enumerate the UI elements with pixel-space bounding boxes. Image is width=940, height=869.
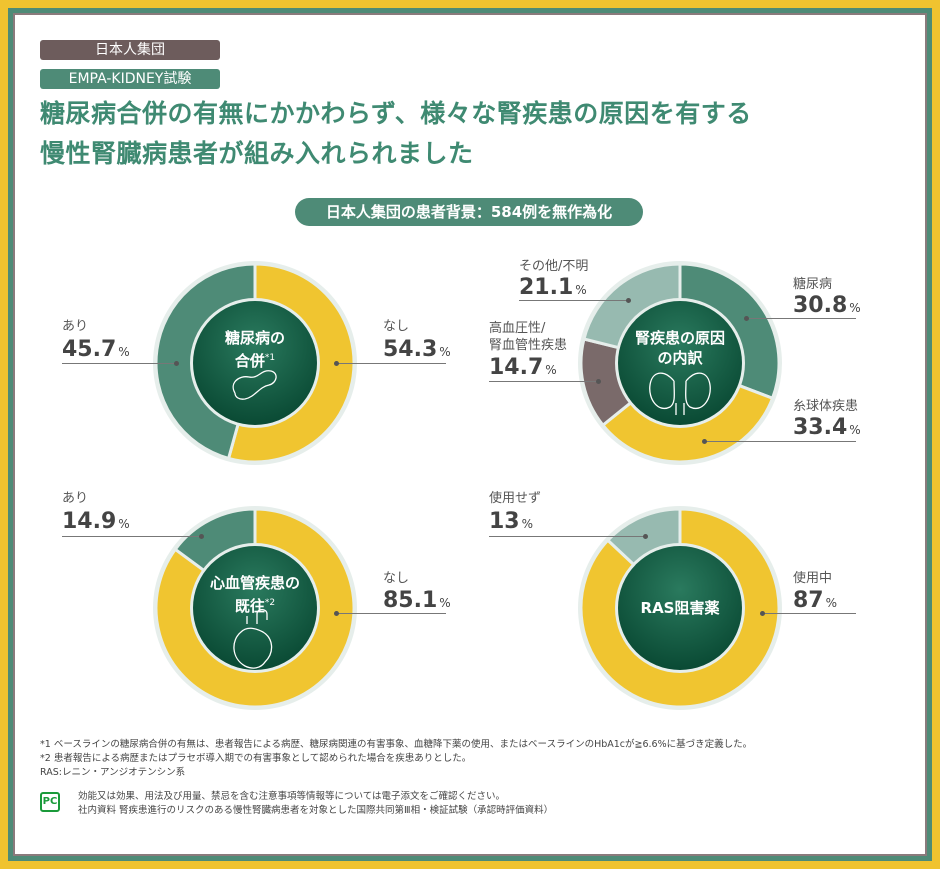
title-line-1: 糖尿病合併の有無にかかわらず、様々な腎疾患の原因を有する (40, 99, 752, 128)
value-other: 21.1% (519, 275, 587, 300)
center-disc (618, 301, 742, 425)
page-title: 糖尿病合併の有無にかかわらず、様々な腎疾患の原因を有する 慢性腎臓病患者が組み入れ… (40, 94, 752, 174)
leader-line (334, 611, 446, 616)
label-nashi: なし (383, 571, 410, 586)
center-line: 合併*1 (234, 352, 276, 370)
page (15, 15, 925, 854)
label-hypertension: 高血圧性/腎血管性疾患 (489, 321, 568, 353)
population-tag: 日本人集団 (40, 40, 220, 60)
value-ari: 14.9% (62, 509, 130, 534)
center-line: 糖尿病の (224, 329, 285, 347)
leader-line (62, 361, 179, 366)
chart3-center-title: 心血管疾患の 既往*2 (190, 573, 320, 616)
footnotes: *1 ベースラインの糖尿病合併の有無は、患者報告による病歴、糖尿病関連の有害事象… (40, 738, 752, 780)
pancreas-icon (232, 370, 277, 400)
trial-tag: EMPA-KIDNEY試験 (40, 69, 220, 89)
disclaimer-line: 効能又は効果、用法及び用量、禁忌を含む注意事項等情報等については電子添文をご確認… (78, 791, 506, 802)
center-line: 腎疾患の原因 (634, 329, 725, 347)
leader-line (702, 439, 856, 444)
center-disc (193, 301, 317, 425)
leader-line (744, 316, 856, 321)
center-line: の内訳 (657, 349, 703, 367)
leader-line (519, 298, 631, 303)
value-diabetes: 30.8% (793, 293, 861, 318)
label-diabetes: 糖尿病 (793, 277, 833, 292)
value-in-use: 87% (793, 588, 838, 613)
value-nashi: 54.3% (383, 337, 451, 362)
leader-line (334, 361, 446, 366)
title-line-2: 慢性腎臓病患者が組み入れられました (40, 139, 474, 168)
label-ari: あり (62, 491, 89, 506)
label-glomerular: 糸球体疾患 (793, 399, 859, 414)
leader-line (62, 534, 204, 539)
kidney-icon (649, 372, 711, 415)
value-glomerular: 33.4% (793, 415, 861, 440)
footnote: *2 患者報告による病歴またはプラセボ導入期での有害事象として認められた場合を疾… (40, 753, 472, 764)
subtitle-pill: 日本人集団の患者背景：584例を無作為化 (295, 198, 643, 226)
leader-line (760, 611, 856, 616)
disclaimer-line: 社内資料 腎疾患進行のリスクのある慢性腎臓病患者を対象とした国際共同第Ⅲ相・検証… (78, 805, 554, 816)
value-not-used: 13% (489, 509, 534, 534)
center-line: 既往*2 (234, 597, 276, 615)
disclaimer: 効能又は効果、用法及び用量、禁忌を含む注意事項等情報等については電子添文をご確認… (78, 790, 553, 818)
center-disc (618, 546, 742, 670)
label-in-use: 使用中 (793, 571, 833, 586)
value-nashi: 85.1% (383, 588, 451, 613)
chart2-center-title: 腎疾患の原因 の内訳 (615, 328, 745, 368)
label-nashi: なし (383, 319, 410, 334)
footnote: *1 ベースラインの糖尿病合併の有無は、患者報告による病歴、糖尿病関連の有害事象… (40, 739, 753, 750)
heart-icon (233, 608, 273, 669)
center-line: 心血管疾患の (209, 574, 300, 592)
pc-logo: PC (40, 792, 60, 812)
leader-line (489, 534, 648, 539)
center-disc (193, 546, 317, 670)
value-hypertension: 14.7% (489, 355, 557, 380)
leader-line (489, 379, 601, 384)
chart1-center-title: 糖尿病の合併*1 (190, 328, 320, 371)
footnote: RAS:レニン・アンジオテンシン系 (40, 767, 186, 778)
chart4-center-title: RAS阻害薬 (640, 599, 720, 617)
label-other: その他/不明 (519, 259, 589, 274)
value-ari: 45.7% (62, 337, 130, 362)
label-not-used: 使用せず (489, 491, 542, 506)
label-ari: あり (62, 319, 89, 334)
